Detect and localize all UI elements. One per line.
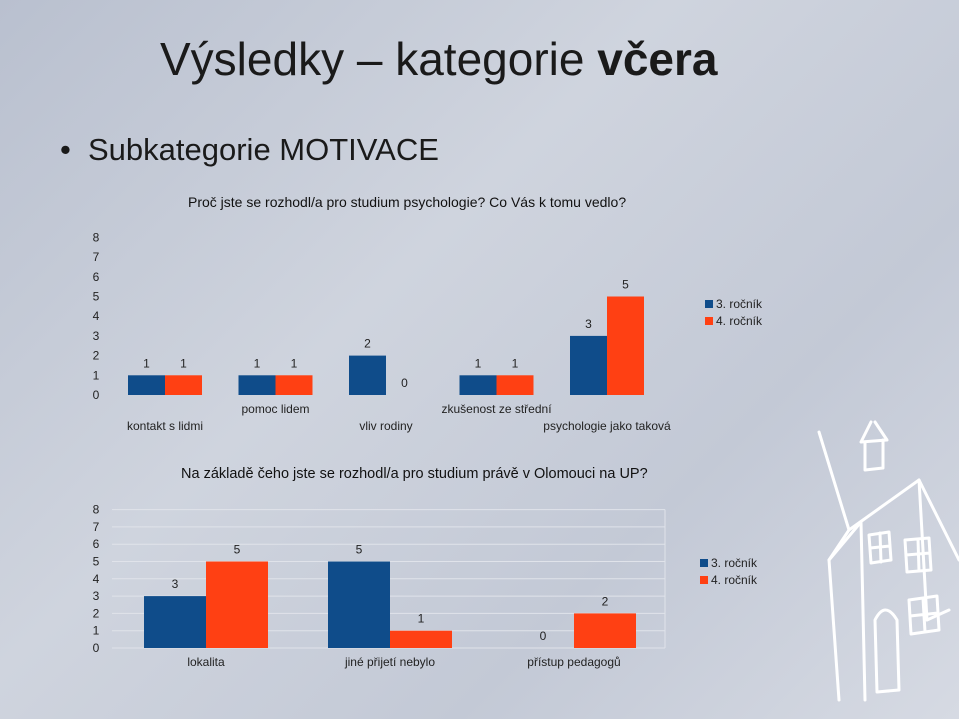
chart2-category-label: lokalita bbox=[187, 655, 225, 669]
chart1-data-label: 1 bbox=[475, 356, 482, 370]
bullet-text: Subkategorie MOTIVACE bbox=[88, 132, 439, 167]
chart2-y-tick-label: 1 bbox=[93, 624, 100, 638]
chart1-bar bbox=[349, 355, 386, 395]
chart1-data-label: 3 bbox=[585, 317, 592, 331]
chart2-category-label: jiné přijetí nebylo bbox=[344, 655, 435, 669]
slide-title-bold: včera bbox=[597, 33, 718, 85]
chart1-data-label: 1 bbox=[143, 356, 150, 370]
chart1-bar bbox=[128, 375, 165, 395]
chart2-y-tick-label: 7 bbox=[93, 520, 100, 534]
chart1-bar bbox=[165, 375, 202, 395]
chart1-category-label: kontakt s lidmi bbox=[127, 419, 203, 433]
chart2-y-tick-label: 5 bbox=[93, 555, 100, 569]
chart2-bar bbox=[144, 596, 206, 648]
chart1-legend-swatch bbox=[705, 300, 713, 308]
chart2-legend-swatch bbox=[700, 559, 708, 567]
chart2-legend-label: 4. ročník bbox=[711, 573, 758, 587]
chart2-bar bbox=[206, 561, 268, 648]
chart2-data-label: 0 bbox=[540, 629, 547, 643]
slide-title: Výsledky – kategorie včera bbox=[160, 32, 717, 86]
chart2-data-label: 5 bbox=[356, 543, 363, 557]
chart2-bar bbox=[574, 613, 636, 648]
chart1-bar bbox=[459, 375, 497, 395]
chart2-legend-swatch bbox=[700, 576, 708, 584]
house-drawing bbox=[817, 420, 959, 702]
chart2-bar bbox=[328, 561, 390, 648]
chart1-category-label: psychologie jako taková bbox=[543, 419, 671, 433]
chart1-data-label: 1 bbox=[512, 356, 519, 370]
bullet-dot: • bbox=[60, 132, 71, 167]
chart2-y-tick-label: 6 bbox=[93, 537, 100, 551]
chart2-title: Na základě čeho jste se rozhodl/a pro st… bbox=[181, 466, 648, 482]
chart1-y-tick-label: 8 bbox=[93, 230, 100, 244]
chart1-data-label: 1 bbox=[180, 356, 187, 370]
chart1-data-label: 2 bbox=[364, 337, 371, 351]
chart2-category-label: přístup pedagogů bbox=[527, 655, 620, 669]
chart1-y-tick-label: 4 bbox=[93, 309, 100, 323]
chart1-y-tick-label: 3 bbox=[93, 329, 100, 343]
chart1-title: Proč jste se rozhodl/a pro studium psych… bbox=[188, 194, 627, 210]
chart1-legend-swatch bbox=[705, 317, 713, 325]
chart2-y-tick-label: 2 bbox=[93, 606, 100, 620]
chart2-data-label: 1 bbox=[418, 612, 425, 626]
chart1-y-tick-label: 7 bbox=[93, 250, 100, 264]
chart1-y-tick-label: 2 bbox=[93, 349, 100, 363]
chart1-data-label: 1 bbox=[291, 356, 298, 370]
chart2-data-label: 3 bbox=[172, 577, 179, 591]
chart2-data-label: 2 bbox=[602, 594, 609, 608]
chart1-y-tick-label: 0 bbox=[93, 388, 100, 402]
chart1-bar bbox=[496, 375, 534, 395]
chart2-legend-label: 3. ročník bbox=[711, 556, 758, 570]
slide-title-main: Výsledky – kategorie bbox=[160, 33, 598, 85]
chart1-y-tick-label: 6 bbox=[93, 270, 100, 284]
chart2-y-tick-label: 8 bbox=[93, 503, 100, 517]
chart2-bar bbox=[390, 630, 452, 648]
chart1-y-tick-label: 1 bbox=[93, 368, 100, 382]
chart1-category-label: pomoc lidem bbox=[241, 402, 309, 416]
chart2-data-label: 5 bbox=[234, 543, 241, 557]
chart1-category-label: zkušenost ze střední bbox=[441, 402, 552, 416]
chart1-legend-label: 3. ročník bbox=[716, 297, 763, 311]
bullet-item: • Subkategorie MOTIVACE bbox=[60, 132, 439, 168]
chart2-y-tick-label: 0 bbox=[93, 641, 100, 655]
chart1-category-label: vliv rodiny bbox=[359, 419, 412, 433]
chart1-bar bbox=[607, 296, 644, 395]
chart1-data-label: 0 bbox=[401, 376, 408, 390]
chart1-data-label: 5 bbox=[622, 278, 629, 292]
chart1-legend-label: 4. ročník bbox=[716, 314, 763, 328]
chart1-data-label: 1 bbox=[254, 356, 261, 370]
chart1-bar bbox=[570, 335, 607, 395]
chart2-y-tick-label: 3 bbox=[93, 589, 100, 603]
chart1-y-tick-label: 5 bbox=[93, 290, 100, 304]
chart1-bar bbox=[275, 375, 313, 395]
chart1-bar bbox=[238, 375, 276, 395]
chart2-y-tick-label: 4 bbox=[93, 572, 100, 586]
